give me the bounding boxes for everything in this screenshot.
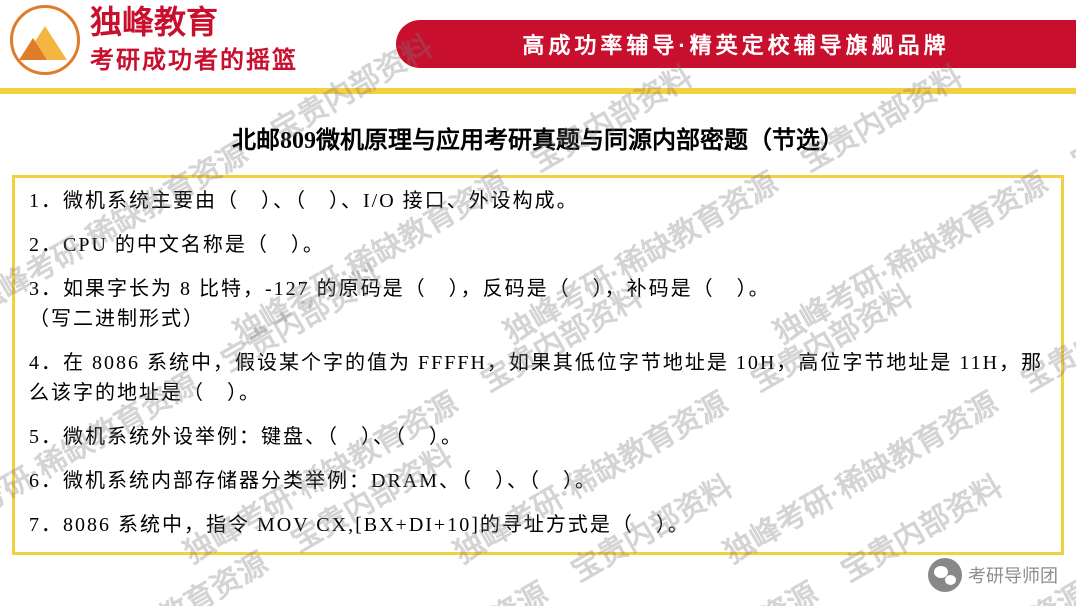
question-3: 3．如果字长为 8 比特，-127 的原码是（ ），反码是（ ），补码是（ ）。…: [29, 274, 1047, 334]
wechat-label: 考研导师团: [968, 562, 1058, 588]
banner: 高成功率辅导·精英定校辅导旗舰品牌: [396, 20, 1076, 68]
question-7: 7．8086 系统中，指令 MOV CX,[BX+DI+10]的寻址方式是（ ）…: [29, 510, 1047, 540]
wechat-badge: 考研导师团: [928, 558, 1058, 592]
header: 独峰教育 考研成功者的摇篮 高成功率辅导·精英定校辅导旗舰品牌: [0, 0, 1076, 90]
question-2: 2．CPU 的中文名称是（ ）。: [29, 230, 1047, 260]
banner-text: 高成功率辅导·精英定校辅导旗舰品牌: [522, 28, 949, 60]
question-6: 6．微机系统内部存储器分类举例：DRAM、（ ）、（ ）。: [29, 466, 1047, 496]
question-1: 1．微机系统主要由（ ）、（ ）、I/O 接口、外设构成。: [29, 186, 1047, 216]
wechat-icon: [928, 558, 962, 592]
brand-subtitle: 考研成功者的摇篮: [90, 40, 298, 75]
logo-icon: [10, 5, 80, 75]
content-box: 1．微机系统主要由（ ）、（ ）、I/O 接口、外设构成。 2．CPU 的中文名…: [12, 175, 1064, 555]
document-title: 北邮809微机原理与应用考研真题与同源内部密题（节选）: [0, 120, 1076, 155]
brand-title: 独峰教育: [90, 5, 298, 40]
logo-area: 独峰教育 考研成功者的摇篮: [10, 5, 298, 75]
question-4: 4．在 8086 系统中，假设某个字的值为 FFFFH，如果其低位字节地址是 1…: [29, 348, 1047, 408]
brand-text: 独峰教育 考研成功者的摇篮: [90, 5, 298, 75]
question-5: 5．微机系统外设举例：键盘、（ ）、（ ）。: [29, 422, 1047, 452]
header-underline: [0, 88, 1076, 94]
